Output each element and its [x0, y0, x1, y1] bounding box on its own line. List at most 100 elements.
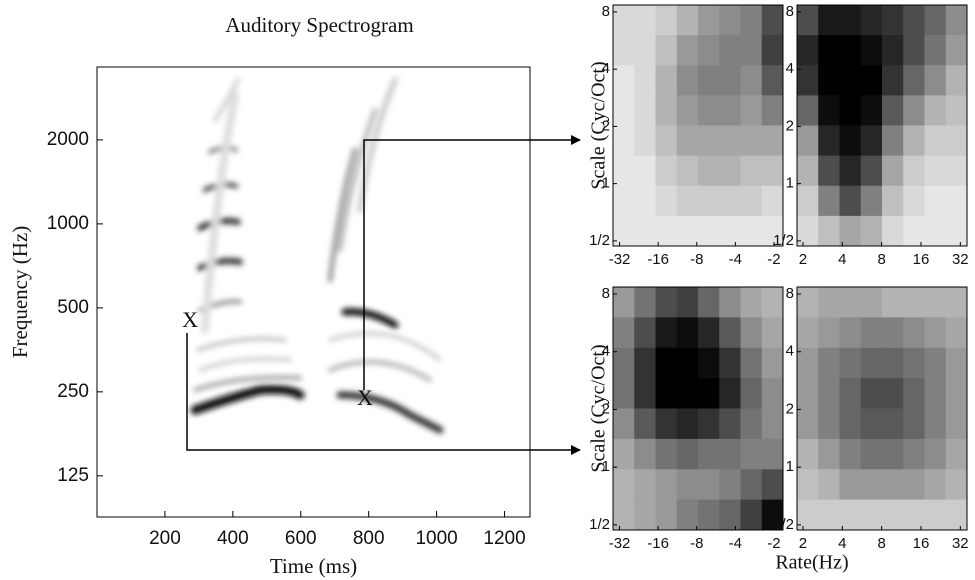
- heatmap-cell: [860, 65, 883, 96]
- heatmap-cell: [797, 347, 819, 379]
- x-tick-label: 16: [913, 535, 930, 552]
- heatmap-cell: [818, 155, 840, 187]
- heatmap-cell: [945, 438, 968, 470]
- heatmap-cell: [676, 65, 699, 96]
- heatmap-cell: [924, 215, 947, 247]
- heatmap-cell: [860, 499, 883, 531]
- heatmap-cell: [860, 95, 883, 126]
- y-tick-label: 2: [602, 400, 610, 417]
- heatmap-cell: [761, 185, 784, 217]
- heatmap-cell: [676, 347, 699, 379]
- heatmap-cell: [613, 378, 635, 409]
- heatmap-cell: [676, 35, 699, 66]
- y-tick-label: 1: [786, 175, 794, 192]
- heatmap-cell: [839, 347, 862, 379]
- heatmap-cell: [903, 5, 925, 36]
- heatmap-cell: [924, 317, 947, 349]
- heatmap-cell: [698, 317, 720, 349]
- heatmap-cell: [945, 499, 968, 531]
- heatmap-cell: [719, 95, 741, 126]
- heatmap-cell: [740, 499, 763, 531]
- heatmap-cell: [903, 35, 925, 66]
- heatmap-cell: [698, 499, 720, 531]
- heatmap-cell: [740, 125, 763, 157]
- heatmap-cell: [797, 317, 819, 349]
- heatmap-cell: [634, 5, 656, 36]
- y-tick-label: 8: [602, 285, 610, 302]
- heatmap-cell: [860, 125, 883, 157]
- heatmap-cell: [655, 35, 678, 66]
- heatmap-cell: [839, 65, 862, 96]
- heatmap-cell: [882, 95, 904, 126]
- y-tick-label: 2: [786, 400, 794, 417]
- heatmap-cell: [882, 125, 904, 157]
- heatmap-cell: [945, 185, 968, 217]
- y-tick-label: 4: [786, 60, 794, 77]
- heatmap-cell: [655, 499, 678, 531]
- x-tick-label: 4: [838, 535, 846, 552]
- heatmap-cell: [924, 378, 947, 409]
- heatmap-cell: [698, 125, 720, 157]
- heatmap-cell: [634, 347, 656, 379]
- heatmap-cell: [945, 287, 968, 318]
- heatmap-cell: [613, 5, 635, 36]
- heatmap-cell: [818, 185, 840, 217]
- heatmap-cell: [882, 347, 904, 379]
- heatmap-cell: [719, 5, 741, 36]
- heatmap-cell: [698, 95, 720, 126]
- heatmap-cell: [945, 125, 968, 157]
- heatmap-cell: [634, 35, 656, 66]
- heatmap-cell: [698, 469, 720, 501]
- heatmap-cell: [655, 378, 678, 409]
- heatmap-cell: [839, 5, 862, 36]
- heatmap-cell: [719, 378, 741, 409]
- heatmap-cell: [761, 469, 784, 501]
- heatmap-cell: [676, 125, 699, 157]
- heatmap-cell: [719, 317, 741, 349]
- heatmap-cell: [797, 65, 819, 96]
- heatmap-cell: [676, 95, 699, 126]
- heatmap-cell: [761, 215, 784, 247]
- y-tick-label: 500: [57, 297, 89, 318]
- heatmap-cell: [818, 215, 840, 247]
- y-tick-label: 2: [786, 117, 794, 134]
- y-tick-label: 4: [602, 343, 610, 360]
- heatmap-cell: [740, 378, 763, 409]
- x-tick-label: 600: [285, 528, 317, 549]
- heatmap-cell: [924, 65, 947, 96]
- heatmap-cell: [924, 408, 947, 440]
- heatmap-cell: [860, 35, 883, 66]
- heatmap-cell: [740, 185, 763, 217]
- heatmap-cell: [797, 408, 819, 440]
- heatmap-cell: [797, 378, 819, 409]
- heatmap-cell: [719, 469, 741, 501]
- heatmap-cell: [903, 408, 925, 440]
- y-tick-label: 2: [602, 117, 610, 134]
- heatmap-cell: [860, 155, 883, 187]
- heatmap-cell: [818, 5, 840, 36]
- heatmap-cell: [818, 287, 840, 318]
- heatmap-cell: [839, 287, 862, 318]
- heatmap-cell: [839, 317, 862, 349]
- heatmap-cell: [676, 408, 699, 440]
- heatmap-cell: [818, 499, 840, 531]
- heatmap-cell: [945, 347, 968, 379]
- x-tick-label: 200: [149, 528, 181, 549]
- heatmap-cell: [655, 95, 678, 126]
- heatmap-cell: [797, 125, 819, 157]
- y-tick-label: 4: [602, 60, 610, 77]
- heatmap-cell: [655, 185, 678, 217]
- x-tick-label: -4: [729, 535, 742, 552]
- heatmap-cell: [698, 287, 720, 318]
- heatmap-cell: [882, 185, 904, 217]
- heatmap-cell: [719, 499, 741, 531]
- x-tick-label: 2: [799, 251, 807, 268]
- heatmap-cell: [698, 155, 720, 187]
- heatmap-cell: [818, 347, 840, 379]
- heatmap-cell: [818, 438, 840, 470]
- heatmap-cell: [655, 5, 678, 36]
- heatmap-cell: [839, 469, 862, 501]
- y-tick-label: 1: [602, 458, 610, 475]
- heatmap-cell: [882, 65, 904, 96]
- heatmap-cell: [676, 5, 699, 36]
